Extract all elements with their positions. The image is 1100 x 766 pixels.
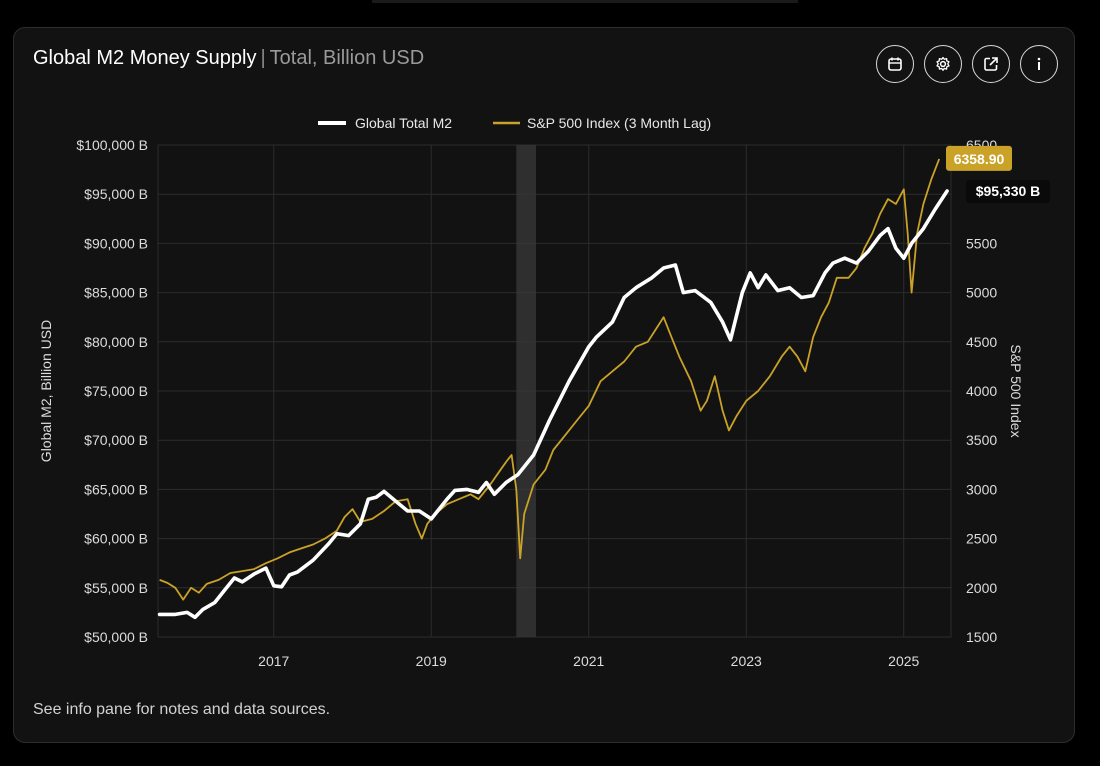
y-tick-label: $80,000 B: [84, 334, 148, 350]
info-button[interactable]: [1020, 45, 1058, 83]
chart-subtitle: Total, Billion USD: [269, 47, 425, 69]
y2-tick-label: 3000: [966, 481, 997, 497]
series-lines: [157, 158, 949, 620]
x-tick-label: 2017: [258, 653, 289, 669]
y-tick-label: $60,000 B: [84, 531, 148, 547]
y-tick-label: $55,000 B: [84, 580, 148, 596]
series-line-m2: [157, 189, 949, 620]
y2-tick-label: 3500: [966, 432, 997, 448]
y-tick-label: $90,000 B: [84, 235, 148, 251]
y-tick-label: $85,000 B: [84, 285, 148, 301]
y-tick-label: $95,000 B: [84, 186, 148, 202]
settings-button[interactable]: [924, 45, 962, 83]
shaded-region: [516, 145, 536, 637]
title-separator: |: [260, 47, 266, 69]
x-tick-label: 2023: [731, 653, 762, 669]
calendar-button[interactable]: [876, 45, 914, 83]
last-value-labels: 6358.90 $95,330 B: [946, 145, 1050, 203]
x-tick-label: 2019: [416, 653, 447, 669]
legend[interactable]: Global Total M2 S&P 500 Index (3 Month La…: [318, 115, 711, 131]
m2-last-value-label: $95,330 B: [976, 183, 1041, 199]
y-tick-label: $65,000 B: [84, 481, 148, 497]
data-sources-note: See info pane for notes and data sources…: [33, 701, 331, 718]
axes: $50,000 B $55,000 B $60,000 B $65,000 B $70,…: [38, 137, 1024, 669]
y-tick-label: $100,000 B: [76, 137, 148, 153]
shaded-period: [516, 145, 536, 637]
spx-last-value-box: [946, 145, 1012, 171]
y2-tick-label: 2500: [966, 531, 997, 547]
info-icon: [1037, 57, 1041, 70]
calendar-icon: [888, 57, 902, 71]
gear-icon: [936, 56, 950, 71]
series-line-spx: [159, 158, 941, 601]
y2-axis-title: S&P 500 Index: [1008, 344, 1024, 437]
page-title: Global M2 Money Supply | Total, Billion US…: [33, 47, 424, 70]
y-tick-label: $75,000 B: [84, 383, 148, 399]
legend-label-spx[interactable]: S&P 500 Index (3 Month Lag): [527, 115, 711, 131]
legend-label-m2[interactable]: Global Total M2: [355, 115, 452, 131]
chart-card: Global M2 Money Supply | Total, Billion US…: [13, 27, 1075, 743]
open-external-button[interactable]: [972, 45, 1010, 83]
x-tick-label: 2021: [573, 653, 604, 669]
y-tick-label: $50,000 B: [84, 629, 148, 645]
y2-tick-label: 2000: [966, 580, 997, 596]
y2-tick-label: 4500: [966, 334, 997, 350]
y2-tick-label: 1500: [966, 629, 997, 645]
spx-last-value-label: 6358.90: [954, 151, 1005, 167]
y2-tick-label: 4000: [966, 383, 997, 399]
top-edge-bar: [372, 0, 798, 3]
m2-last-value-box: [966, 179, 1050, 203]
chart-title: Global M2 Money Supply: [33, 47, 257, 69]
y2-tick-label: 5000: [966, 285, 997, 301]
y-tick-label: $70,000 B: [84, 432, 148, 448]
y2-tick-label: 5500: [966, 235, 997, 251]
grid-lines: [157, 144, 952, 638]
y-axis-title: Global M2, Billion USD: [38, 320, 54, 462]
toolbar: [876, 45, 1058, 83]
external-link-icon: [984, 57, 998, 71]
x-tick-label: 2025: [888, 653, 919, 669]
